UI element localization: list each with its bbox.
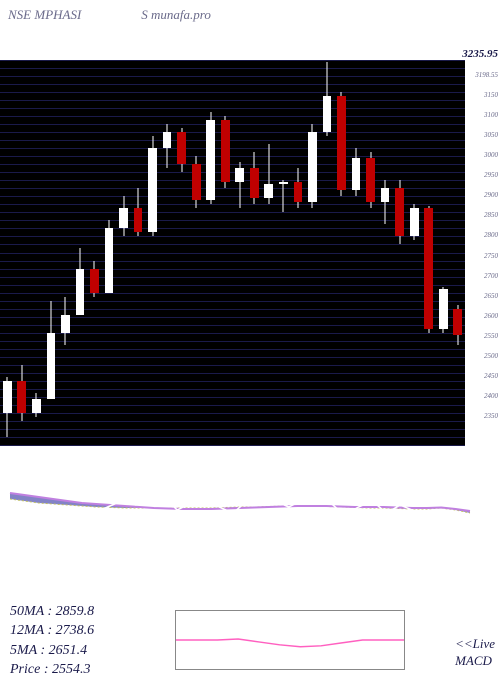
indicator-panel <box>0 465 500 585</box>
ma50-label: 50MA : 2859.8 <box>10 602 94 622</box>
source-label: S munafa.pro <box>141 7 211 23</box>
chart-header: NSE MPHASI S munafa.pro <box>0 0 500 30</box>
ma5-label: 5MA : 2651.4 <box>10 641 94 661</box>
macd-text: MACD <box>455 653 495 670</box>
price-label: Price : 2554.3 <box>10 660 94 680</box>
macd-inset <box>175 610 405 670</box>
symbol-label: NSE MPHASI <box>8 7 81 23</box>
top-price-label: 3235.95 <box>462 48 498 60</box>
macd-live-text: <<Live <box>455 636 495 653</box>
candlestick-chart <box>0 60 465 445</box>
stats-block: 50MA : 2859.8 12MA : 2738.6 5MA : 2651.4… <box>10 602 94 680</box>
ma12-label: 12MA : 2738.6 <box>10 621 94 641</box>
price-axis: 3198.55315031003050300029502900285028002… <box>465 60 500 445</box>
macd-label: <<Live MACD <box>455 636 495 670</box>
